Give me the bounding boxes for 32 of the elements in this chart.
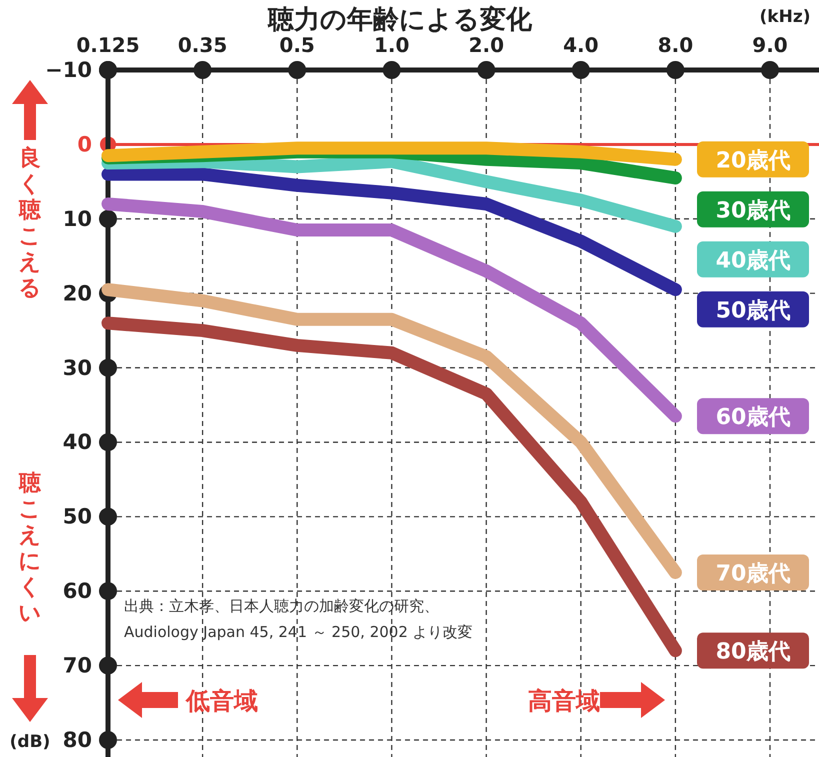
x-tick-label: 0.35 [178, 33, 228, 57]
x-tick-label: 1.0 [374, 33, 410, 57]
text: 聴こえにくい [18, 471, 42, 626]
annotation: 低音域 [185, 687, 258, 715]
x-tick-label: 2.0 [468, 33, 504, 57]
y-tick-label: −10 [45, 58, 92, 82]
series-label: 20歳代 [716, 148, 790, 174]
series-label: 70歳代 [716, 562, 790, 586]
text: 良く聴こえる [18, 145, 42, 301]
series-label: 60歳代 [716, 405, 790, 430]
y-tick-label: 70 [62, 654, 92, 678]
x-axis-title: (kHz) [760, 7, 810, 27]
y-tick-label: 0 [77, 132, 92, 156]
series-label: 80歳代 [716, 640, 790, 665]
x-tick-label: 8.0 [658, 33, 694, 57]
series-label: 50歳代 [716, 298, 790, 324]
x-tick-label: 0.5 [279, 33, 315, 57]
y-tick-label: 10 [62, 206, 92, 231]
y-tick-label: 60 [62, 579, 92, 604]
chart-title: 聴力の年齢による変化 [267, 5, 533, 35]
y-tick-label: 30 [62, 356, 92, 380]
y-tick-label: 40 [62, 430, 92, 454]
annotation: 高音域 [528, 687, 600, 715]
y-tick-label: 20 [62, 281, 92, 306]
y-tick-label: 50 [62, 504, 92, 529]
x-tick-label: 0.125 [76, 33, 140, 57]
annotation: Audiology Japan 45, 241 ～ 250, 2002 より改変 [124, 623, 473, 641]
x-tick-label: 9.0 [752, 33, 788, 57]
y-axis-title: (dB) [10, 732, 50, 752]
annotation: 出典：立木孝、日本人聴力の加齢変化の研究、 [124, 597, 439, 615]
y-tick-label: 80 [62, 728, 92, 752]
x-tick-label: 4.0 [563, 33, 599, 57]
